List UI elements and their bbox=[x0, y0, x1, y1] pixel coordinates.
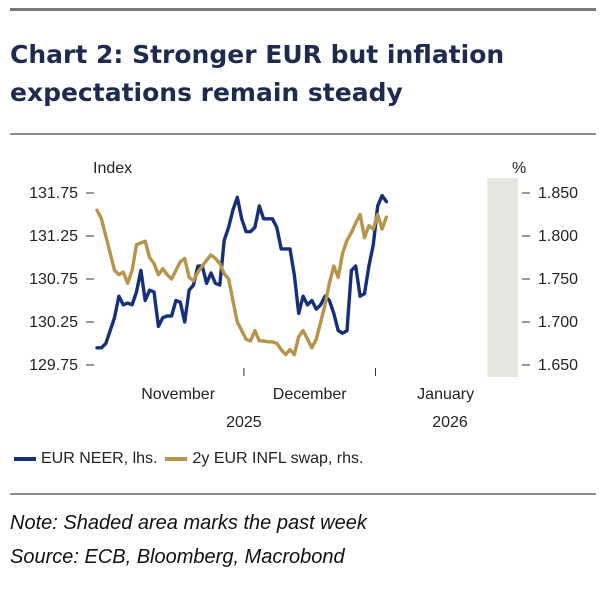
legend-label-neer: EUR NEER, lhs. bbox=[41, 450, 158, 467]
series-line-eur-neer bbox=[95, 193, 389, 350]
left-tick-label: 130.75 bbox=[29, 271, 78, 288]
x-year-label: 2025 bbox=[226, 414, 262, 431]
right-tick-label: 1.850 bbox=[538, 185, 578, 202]
legend-swatch-infl bbox=[165, 457, 188, 461]
right-tick-label: 1.700 bbox=[538, 314, 578, 331]
line-chart: Index % 131.75 131.25 130.75 130.25 129.75 1.85… bbox=[29, 160, 578, 431]
title-divider bbox=[10, 133, 596, 135]
chart-legend: EUR NEER, lhs. 2y EUR INFL swap, rhs. bbox=[14, 450, 371, 468]
left-tick-label: 129.75 bbox=[29, 357, 78, 374]
footer-divider bbox=[10, 493, 596, 495]
chart-source: Source: ECB, Bloomberg, Macrobond bbox=[10, 546, 345, 568]
series-line-infl-swap bbox=[95, 208, 389, 357]
x-month-label: November bbox=[141, 386, 215, 403]
x-month-label: January bbox=[417, 386, 474, 403]
shaded-past-week bbox=[487, 178, 518, 377]
left-axis-label: Index bbox=[93, 160, 132, 177]
top-rule bbox=[10, 8, 596, 11]
x-year-label: 2026 bbox=[432, 414, 468, 431]
left-tick-label: 131.75 bbox=[29, 185, 78, 202]
left-tick-label: 130.25 bbox=[29, 314, 78, 331]
chart-note: Note: Shaded area marks the past week bbox=[10, 512, 367, 534]
right-tick-label: 1.650 bbox=[538, 357, 578, 374]
right-axis-label: % bbox=[512, 160, 526, 177]
chart-title: Chart 2: Stronger EUR but inflation expe… bbox=[10, 40, 505, 107]
legend-item-neer: EUR NEER, lhs. bbox=[14, 450, 157, 468]
legend-swatch-neer bbox=[14, 457, 36, 461]
legend-label-infl: 2y EUR INFL swap, rhs. bbox=[192, 450, 364, 467]
x-month-label: December bbox=[273, 386, 347, 403]
legend-item-infl: 2y EUR INFL swap, rhs. bbox=[165, 450, 363, 468]
left-tick-label: 131.25 bbox=[29, 228, 78, 245]
right-tick-label: 1.750 bbox=[538, 271, 578, 288]
right-tick-label: 1.800 bbox=[538, 228, 578, 245]
